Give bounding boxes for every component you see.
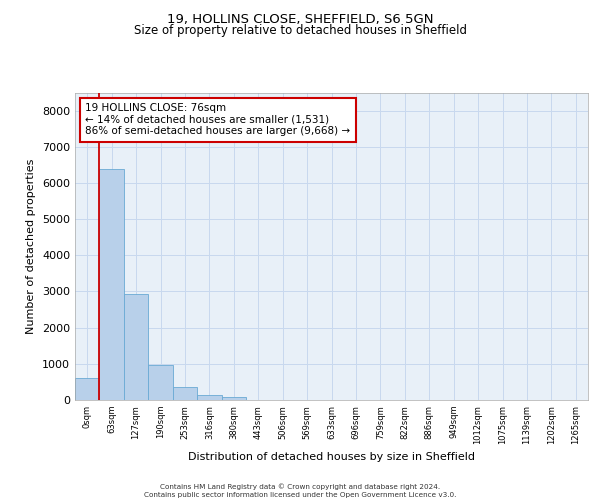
Text: Size of property relative to detached houses in Sheffield: Size of property relative to detached ho… xyxy=(133,24,467,37)
X-axis label: Distribution of detached houses by size in Sheffield: Distribution of detached houses by size … xyxy=(188,452,475,462)
Bar xyxy=(173,387,197,400)
Bar xyxy=(148,366,173,400)
Bar xyxy=(75,378,100,400)
Y-axis label: Number of detached properties: Number of detached properties xyxy=(26,158,37,334)
Bar xyxy=(124,294,148,400)
Bar xyxy=(197,394,221,400)
Bar xyxy=(100,169,124,400)
Text: 19 HOLLINS CLOSE: 76sqm
← 14% of detached houses are smaller (1,531)
86% of semi: 19 HOLLINS CLOSE: 76sqm ← 14% of detache… xyxy=(85,104,350,136)
Text: Contains HM Land Registry data © Crown copyright and database right 2024.
Contai: Contains HM Land Registry data © Crown c… xyxy=(144,484,456,498)
Bar xyxy=(221,397,246,400)
Text: 19, HOLLINS CLOSE, SHEFFIELD, S6 5GN: 19, HOLLINS CLOSE, SHEFFIELD, S6 5GN xyxy=(167,12,433,26)
